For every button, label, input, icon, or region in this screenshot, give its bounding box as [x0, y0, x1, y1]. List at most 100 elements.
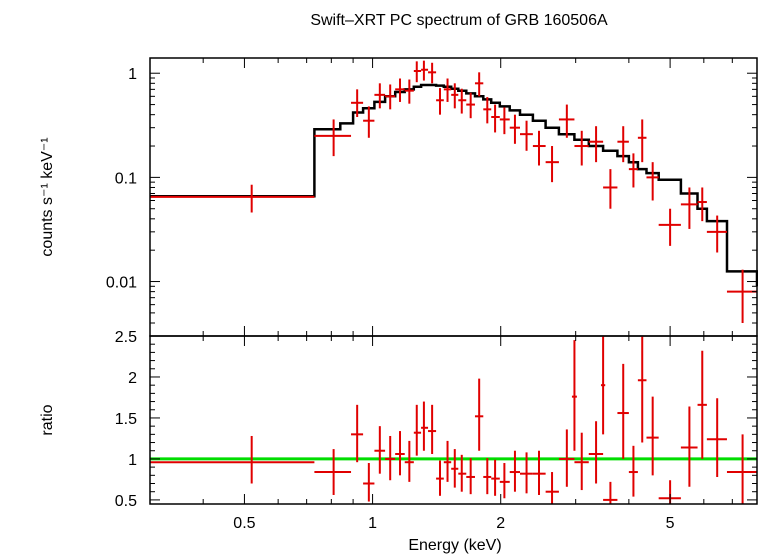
ratio-point: [413, 404, 422, 456]
data-point: [314, 119, 352, 157]
model-step-line: [150, 83, 758, 287]
data-point: [483, 97, 492, 124]
data-point: [617, 126, 629, 163]
data-point: [558, 104, 575, 138]
ratio-point: [617, 363, 629, 459]
ratio-point: [571, 340, 577, 451]
y-tick-label: 0.5: [115, 493, 137, 510]
ratio-point: [509, 450, 521, 492]
data-point: [436, 88, 444, 115]
data-points-layer: [150, 60, 757, 323]
data-point: [706, 215, 727, 253]
data-point: [532, 130, 546, 166]
data-point: [458, 88, 467, 114]
x-tick-label: 5: [666, 515, 675, 532]
ratio-point: [314, 449, 352, 495]
data-point: [491, 104, 500, 133]
data-point: [395, 78, 405, 102]
ratio-point: [443, 440, 452, 482]
ratio-point: [697, 350, 707, 459]
chart-title: Swift–XRT PC spectrum of GRB 160506A: [310, 12, 608, 29]
data-point: [603, 169, 618, 209]
ratio-point: [483, 458, 492, 495]
data-point: [697, 187, 707, 222]
ratio-point: [458, 454, 467, 492]
ratio-point: [491, 459, 500, 496]
data-point: [404, 79, 414, 104]
y-tick-label: 0.01: [106, 275, 137, 292]
ratio-point: [603, 481, 618, 504]
ratio-panel-frame: [149, 335, 758, 505]
data-point: [726, 269, 757, 323]
ratio-point: [680, 406, 698, 487]
ratio-point: [451, 449, 459, 488]
ratio-point: [588, 421, 604, 484]
ratio-point: [374, 426, 386, 474]
ratio-point: [532, 450, 546, 495]
ratio-point: [421, 401, 429, 451]
ratio-point: [499, 463, 510, 499]
ratio-point: [351, 404, 364, 463]
y-tick-label: 0.1: [115, 170, 137, 187]
data-point: [413, 61, 422, 83]
data-point: [385, 84, 396, 110]
y-tick-label: 1: [128, 452, 137, 469]
data-point: [499, 107, 510, 135]
y-tick-label: 2.5: [115, 329, 137, 346]
ratio-point: [646, 396, 659, 476]
ratio-point: [404, 440, 414, 482]
ratio-point: [558, 429, 575, 487]
data-point: [428, 62, 437, 84]
ratio-point: [395, 431, 405, 476]
y-tick-label: 2: [128, 370, 137, 387]
x-axis-label: Energy (keV): [408, 537, 501, 554]
data-point: [658, 208, 681, 246]
spectrum-ticks-layer: 0.01 0.1 1: [106, 58, 758, 337]
data-point: [520, 120, 533, 151]
ratio-point: [520, 452, 533, 494]
data-point: [646, 162, 659, 201]
ratio-y-axis-label: ratio: [39, 404, 56, 435]
data-point: [588, 126, 604, 163]
spectrum-panel: 0.01 0.1 1 counts s⁻¹ keV⁻¹: [39, 57, 758, 337]
y-tick-label: 1: [128, 66, 137, 83]
ratio-point: [600, 336, 606, 435]
data-point: [637, 119, 647, 163]
ratio-point: [706, 398, 727, 477]
x-tick-label: 2: [496, 515, 505, 532]
ratio-point: [150, 435, 315, 484]
ratio-ticks-layer: 0.5 1 2 5 0.5 1 1.5 2 2.5: [115, 329, 758, 532]
ratio-point: [545, 472, 559, 504]
data-point: [150, 184, 315, 213]
ratio-point: [363, 463, 375, 502]
data-point: [680, 187, 698, 229]
ratio-point: [628, 445, 638, 497]
x-tick-label: 0.5: [233, 515, 255, 532]
ratio-point: [428, 404, 437, 455]
data-point: [363, 106, 375, 138]
data-point: [421, 60, 429, 81]
ratio-point: [466, 458, 475, 495]
ratio-point: [385, 435, 396, 481]
ratio-point: [436, 460, 444, 496]
data-point: [545, 146, 559, 183]
y-tick-label: 1.5: [115, 411, 137, 428]
data-point: [628, 153, 638, 188]
ratio-point: [726, 434, 757, 504]
ratio-point: [574, 432, 589, 491]
data-point: [474, 72, 484, 97]
ratio-point: [474, 378, 484, 451]
data-point: [466, 92, 475, 119]
spectrum-y-axis-label: counts s⁻¹ keV⁻¹: [39, 137, 56, 256]
data-point: [451, 83, 459, 109]
data-point: [574, 130, 589, 166]
data-point: [351, 89, 364, 117]
model-curve-layer: [150, 83, 758, 287]
data-point: [374, 83, 386, 109]
x-tick-label: 1: [368, 515, 377, 532]
ratio-point: [637, 336, 647, 443]
data-point: [443, 78, 452, 102]
ratio-panel: 0.5 1 2 5 0.5 1 1.5 2 2.5 ratio Energy (keV): [39, 329, 758, 554]
data-point: [509, 114, 521, 144]
